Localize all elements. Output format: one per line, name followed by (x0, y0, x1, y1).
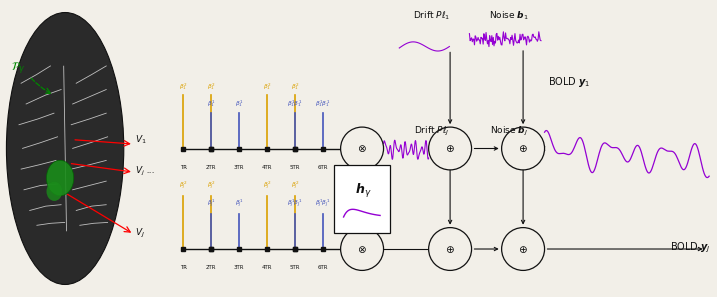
Text: 6TR: 6TR (318, 165, 328, 170)
Text: Noise $\boldsymbol{b}_J$: Noise $\boldsymbol{b}_J$ (490, 125, 528, 138)
Text: $\beta_1^1\beta_1^1$: $\beta_1^1\beta_1^1$ (288, 99, 303, 110)
Text: $V_j$ ...: $V_j$ ... (136, 165, 156, 178)
Text: $\otimes$: $\otimes$ (357, 143, 367, 154)
FancyBboxPatch shape (334, 165, 390, 233)
Text: $\mathcal{P}_\gamma$: $\mathcal{P}_\gamma$ (11, 61, 26, 78)
Text: $\beta_1^1\beta_1^1$: $\beta_1^1\beta_1^1$ (315, 99, 331, 110)
Text: 5TR: 5TR (290, 265, 300, 270)
Ellipse shape (47, 160, 74, 196)
Text: 2TR: 2TR (206, 165, 217, 170)
Text: $\beta_J^1$: $\beta_J^1$ (207, 198, 215, 210)
Text: $\beta_1^1$: $\beta_1^1$ (207, 99, 215, 110)
Text: $\beta_1^2$: $\beta_1^2$ (179, 81, 187, 92)
Ellipse shape (429, 127, 472, 170)
Text: 5TR: 5TR (290, 165, 300, 170)
Text: BOLD $\boldsymbol{y}_1$: BOLD $\boldsymbol{y}_1$ (548, 75, 591, 89)
Text: $\oplus$: $\oplus$ (518, 143, 528, 154)
Ellipse shape (341, 228, 384, 270)
Text: 4TR: 4TR (262, 265, 272, 270)
Text: $\beta_1^2$: $\beta_1^2$ (207, 81, 215, 92)
Text: 3TR: 3TR (234, 165, 244, 170)
Text: BOLD $\boldsymbol{y}_J$: BOLD $\boldsymbol{y}_J$ (670, 241, 711, 255)
Text: $\beta_J^2$: $\beta_J^2$ (290, 180, 299, 192)
Text: Drift $P\ell_1$: Drift $P\ell_1$ (413, 10, 450, 22)
Text: $\beta_1^1$: $\beta_1^1$ (235, 99, 243, 110)
Ellipse shape (6, 12, 124, 285)
Text: $\beta_J^1\beta_J^1$: $\beta_J^1\beta_J^1$ (315, 198, 331, 210)
Ellipse shape (47, 182, 62, 201)
Text: $\otimes$: $\otimes$ (357, 244, 367, 255)
Text: $\beta_J^2$: $\beta_J^2$ (262, 180, 271, 192)
Ellipse shape (502, 228, 544, 270)
Text: 4TR: 4TR (262, 165, 272, 170)
Text: $\beta_1^2$: $\beta_1^2$ (262, 81, 271, 92)
Ellipse shape (429, 228, 472, 270)
Ellipse shape (341, 127, 384, 170)
Text: TR: TR (180, 165, 186, 170)
Text: $V_J$: $V_J$ (136, 227, 145, 240)
Text: $\beta_J^2$: $\beta_J^2$ (179, 180, 187, 192)
Text: $\beta_J^1\beta_J^1$: $\beta_J^1\beta_J^1$ (288, 198, 303, 210)
Text: $\oplus$: $\oplus$ (445, 244, 455, 255)
Text: 3TR: 3TR (234, 265, 244, 270)
Text: TR: TR (180, 265, 186, 270)
Text: $\beta_J^2$: $\beta_J^2$ (207, 180, 215, 192)
Text: $\oplus$: $\oplus$ (445, 143, 455, 154)
Text: $\beta_J^1$: $\beta_J^1$ (235, 198, 243, 210)
Text: 6TR: 6TR (318, 265, 328, 270)
Text: 2TR: 2TR (206, 265, 217, 270)
Text: $V_1$: $V_1$ (136, 134, 147, 146)
Text: Drift $P\ell_J$: Drift $P\ell_J$ (414, 125, 450, 138)
Text: $\oplus$: $\oplus$ (518, 244, 528, 255)
Text: $\beta_1^2$: $\beta_1^2$ (290, 81, 299, 92)
Text: $\boldsymbol{h}_\gamma$: $\boldsymbol{h}_\gamma$ (355, 182, 372, 200)
Ellipse shape (502, 127, 544, 170)
Text: Noise $\boldsymbol{b}_1$: Noise $\boldsymbol{b}_1$ (489, 10, 528, 22)
